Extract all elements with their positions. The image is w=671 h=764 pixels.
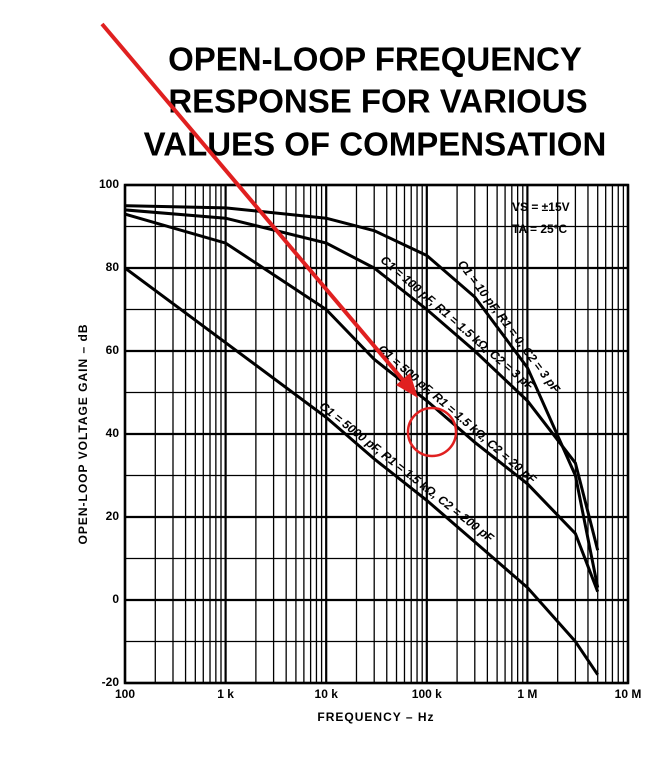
x-tick-label: 1 k [217,687,234,701]
chart-title: OPEN-LOOP FREQUENCY [168,41,582,78]
plot-frame [123,183,630,685]
y-tick-label: 20 [106,509,120,523]
annotation: VS = ±15V [512,200,570,214]
x-tick-label: 1 M [517,687,537,701]
line-series [124,266,599,676]
x-tick-label: 10 M [615,687,642,701]
y-tick-label: -20 [102,675,120,689]
y-tick-label: 100 [99,177,119,191]
y-tick-label: 60 [106,343,120,357]
annotation: TA = 25°C [512,222,567,236]
x-tick-label: 10 k [315,687,339,701]
red-arrow [100,22,410,388]
y-tick-label: 80 [106,260,120,274]
y-axis-label: OPEN-LOOP VOLTAGE GAIN – dB [76,323,90,544]
y-tick-label: 0 [112,592,119,606]
x-tick-label: 100 [115,687,135,701]
arrow-head [396,373,418,398]
y-tick-label: 40 [106,426,120,440]
x-tick-label: 100 k [412,687,442,701]
line-series [124,208,600,551]
highlight [100,22,458,458]
x-axis-label: FREQUENCY – Hz [317,710,434,724]
chart-title: VALUES OF COMPENSATION [144,126,607,163]
red-circle [406,406,458,458]
chart-title: RESPONSE FOR VARIOUS [168,83,587,120]
line-series [124,212,600,593]
